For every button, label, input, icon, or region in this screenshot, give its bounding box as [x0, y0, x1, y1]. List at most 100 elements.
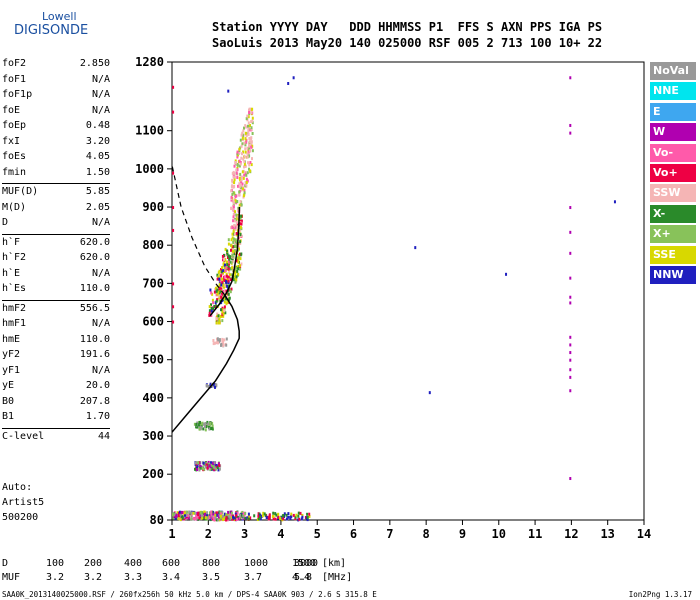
echo-point: [569, 343, 572, 347]
echo-point: [248, 167, 250, 171]
echo-point: [220, 514, 222, 518]
echo-point: [231, 232, 234, 236]
echo-point: [280, 516, 283, 520]
echo-point: [238, 516, 241, 520]
parameter-name: B1: [2, 411, 15, 422]
echo-point: [236, 155, 239, 159]
echo-point: [223, 285, 225, 289]
echo-point: [201, 466, 204, 470]
echo-point: [236, 518, 239, 521]
echo-point: [226, 249, 229, 253]
autoscaling-line: Artist5: [2, 497, 45, 508]
echo-point: [240, 219, 243, 223]
echo-point: [228, 296, 231, 300]
echo-point: [236, 222, 239, 226]
echo-point: [244, 181, 247, 185]
row-value: 5.8: [294, 572, 313, 583]
x-tick-label: 2: [205, 527, 212, 541]
echo-point: [290, 512, 293, 516]
echo-point: [233, 223, 236, 227]
echo-point: [172, 320, 175, 324]
echo-point: [221, 511, 224, 514]
parameter-value: N/A: [91, 364, 110, 376]
parameter-row: foF1 N/A: [2, 74, 110, 90]
parameter-value: 4.05: [85, 151, 110, 162]
echo-point: [290, 514, 293, 518]
echo-point: [241, 170, 244, 174]
echo-point: [184, 516, 187, 519]
echo-point: [247, 512, 250, 516]
y-tick-label: 300: [142, 429, 164, 443]
parameter-name: hmF2: [2, 302, 27, 314]
echo-point: [239, 240, 242, 244]
echo-point: [237, 206, 240, 210]
legend-item: Vo+: [650, 163, 696, 182]
echo-point: [194, 517, 197, 521]
echo-point: [248, 142, 251, 146]
row-value: 800: [202, 558, 221, 569]
echo-point: [203, 510, 206, 514]
echo-point: [218, 467, 221, 471]
parameter-name: foF2: [2, 58, 27, 69]
echo-point: [248, 154, 251, 158]
echo-point: [186, 510, 189, 514]
echo-point: [249, 107, 252, 111]
echo-point: [240, 262, 243, 266]
echo-point: [259, 515, 261, 519]
echo-point: [218, 277, 221, 281]
echo-point: [239, 172, 242, 176]
echo-point: [272, 511, 275, 515]
echo-point: [172, 85, 175, 89]
echo-point: [243, 141, 246, 145]
echo-point: [251, 116, 254, 120]
echo-point: [232, 255, 235, 259]
echo-point: [224, 268, 227, 272]
echo-point: [230, 511, 233, 515]
parameter-name: h`E: [2, 267, 21, 279]
echo-point: [242, 150, 245, 154]
legend-item: NNE: [650, 82, 696, 101]
echo-point: [209, 422, 212, 426]
echo-point: [301, 515, 304, 519]
echo-point: [234, 210, 236, 214]
echo-point: [279, 516, 281, 520]
echo-point: [277, 512, 280, 516]
echo-point: [232, 240, 235, 244]
x-tick-label: 10: [492, 527, 506, 541]
echo-point: [236, 216, 239, 220]
echo-point: [214, 286, 217, 290]
echo-point: [247, 130, 250, 134]
echo-point: [172, 305, 175, 309]
echo-point: [175, 514, 178, 518]
echo-point: [232, 205, 235, 209]
parameter-value: 44: [97, 430, 110, 442]
echo-point: [238, 147, 241, 151]
echo-point: [238, 193, 241, 197]
echo-point: [251, 149, 254, 153]
logo-lowell-text: Lowell: [42, 10, 77, 23]
echo-point: [230, 261, 233, 265]
echo-point: [231, 199, 234, 203]
echo-point: [208, 313, 211, 317]
echo-point: [230, 248, 232, 252]
parameter-name: h`F: [2, 236, 21, 248]
echo-point: [245, 183, 248, 187]
echo-point: [179, 512, 182, 516]
echo-point: [236, 176, 239, 179]
echo-point: [223, 517, 226, 521]
echo-point: [197, 423, 200, 426]
echo-point: [172, 282, 175, 286]
legend-item: SSW: [650, 184, 696, 203]
echo-point: [221, 514, 224, 518]
echo-point: [197, 461, 200, 465]
echo-point: [221, 319, 224, 323]
echo-point: [228, 514, 231, 518]
echo-point: [224, 247, 227, 251]
echo-point: [238, 152, 241, 155]
echo-point: [238, 256, 241, 260]
echo-point: [222, 341, 225, 344]
echo-point: [248, 146, 251, 150]
echo-point: [231, 236, 234, 240]
parameter-row: MUF(D) 5.85: [2, 186, 110, 202]
echo-point: [223, 305, 226, 309]
